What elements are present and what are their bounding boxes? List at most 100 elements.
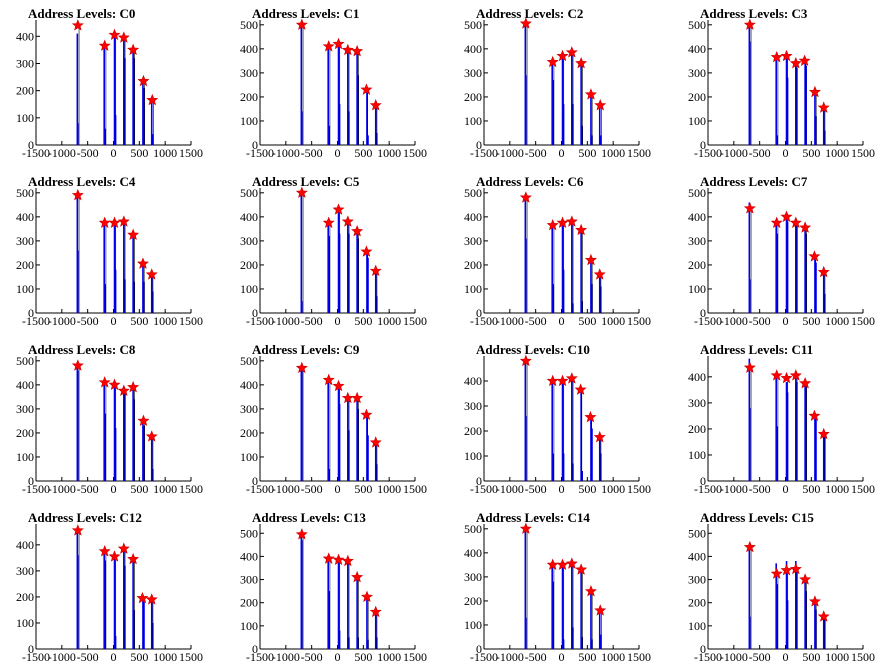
histogram-bar [785,382,788,481]
peak-star-marker [808,250,821,262]
y-tick-label: 0 [252,642,258,656]
y-tick-label: 300 [688,396,706,410]
y-tick-label: 0 [252,138,258,152]
x-tick-label: 0 [783,650,789,664]
x-tick-label: 1000 [825,314,849,328]
x-tick-label: 1000 [377,146,401,160]
y-tick-label: 0 [476,474,482,488]
histogram-bar [551,564,553,649]
histogram-bar [337,558,340,649]
panel-title: Address Levels: C8 [28,342,136,357]
y-tick-label: 400 [240,210,258,224]
peak-star-marker [799,377,812,389]
y-tick-label: 100 [464,282,482,296]
y-tick-label: 100 [16,111,34,125]
x-tick-label: -500 [77,650,99,664]
histogram-bar [581,471,583,481]
histogram-bar [113,221,116,313]
y-tick-label: 500 [16,354,34,368]
histogram-bar [805,65,807,145]
peak-star-marker [546,374,559,387]
x-tick-label: 500 [578,482,596,496]
x-tick-label: 1500 [627,314,651,328]
x-tick-label: 0 [335,146,341,160]
y-tick-label: 200 [240,90,258,104]
x-tick-label: -1500 [470,482,498,496]
histogram-bar [776,426,779,481]
x-tick-label: -1500 [246,650,274,664]
peak-star-marker [593,268,606,280]
histogram-bar [822,272,825,313]
x-tick-label: -500 [301,314,323,328]
y-tick-label: 100 [688,448,706,462]
x-tick-label: -500 [749,314,771,328]
chart-svg: 0 100 200 300 400 500 -1500-1000 -500 0 500 1000 15… [240,524,427,664]
peak-star-marker [789,216,802,228]
histogram-bar [599,135,602,145]
histogram-bar [775,563,777,649]
x-tick-label: -1000 [496,314,524,328]
x-tick-label: 1500 [851,650,875,664]
chart-panel: 0 100 200 300 400 500 -1500 -1000 -500 0 500 1000 15… [448,504,672,672]
histogram-bar [814,415,816,481]
x-tick-label: 0 [111,650,117,664]
histogram-bar [327,46,329,145]
x-tick-label: -1000 [272,650,300,664]
peak-star-marker [108,550,121,562]
y-tick-label: 100 [464,618,482,632]
x-tick-label: 1000 [825,482,849,496]
histogram-bar [374,106,377,145]
peak-star-marker [519,191,532,203]
y-tick-label: 200 [464,424,482,438]
panel-title: Address Levels: C11 [700,342,814,357]
peak-star-marker [127,43,140,55]
y-tick-label: 400 [464,374,482,388]
x-tick-label: -500 [301,482,323,496]
y-tick-label: 200 [688,596,706,610]
histogram-bar [337,44,340,145]
x-tick-label: -1000 [496,146,524,160]
histogram-bar [123,392,125,481]
y-tick-label: 300 [464,570,482,584]
x-tick-label: -1000 [720,650,748,664]
histogram-bar [551,381,553,481]
peak-star-marker [770,369,783,381]
histogram-bar [143,87,145,145]
y-tick-label: 200 [464,258,482,272]
peak-star-marker [575,56,588,69]
peak-star-marker [556,374,569,387]
chart-svg: 0 100 200 300 400 500 -1500-1000 -500 0 500 1000 15… [464,522,651,664]
histogram-bar [804,228,806,313]
histogram-bar [785,561,788,649]
histogram-bar [815,418,817,481]
peak-star-marker [117,384,130,396]
y-tick-label: 500 [688,186,706,200]
histogram-bar [151,134,154,145]
panel-title: Address Levels: C9 [252,342,360,357]
y-tick-label: 0 [700,474,706,488]
x-tick-label: 1000 [601,650,625,664]
peak-star-marker [136,591,149,604]
y-tick-label: 0 [28,642,34,656]
histogram-bar [300,24,303,145]
panel-title: Address Levels: C3 [700,6,808,21]
histogram-bar [328,591,331,649]
chart-svg: 0 100 200 300 400 500 -1500-1000 -500 0 500 1000 15… [688,186,875,328]
histogram-bar [142,599,144,649]
histogram-bar [301,540,303,649]
histogram-bar [327,380,329,481]
y-tick-label: 400 [16,29,34,43]
histogram-bar [815,262,817,313]
peak-star-marker [351,570,364,583]
histogram-bar [524,528,527,649]
peak-star-marker [108,28,121,41]
x-tick-label: 1000 [825,146,849,160]
peak-star-marker [519,354,532,367]
histogram-bar [551,60,553,145]
y-tick-label: 100 [688,114,706,128]
x-tick-label: -1000 [48,314,76,328]
histogram-bar [113,36,116,145]
y-tick-label: 300 [240,402,258,416]
x-tick-label: 1500 [627,146,651,160]
